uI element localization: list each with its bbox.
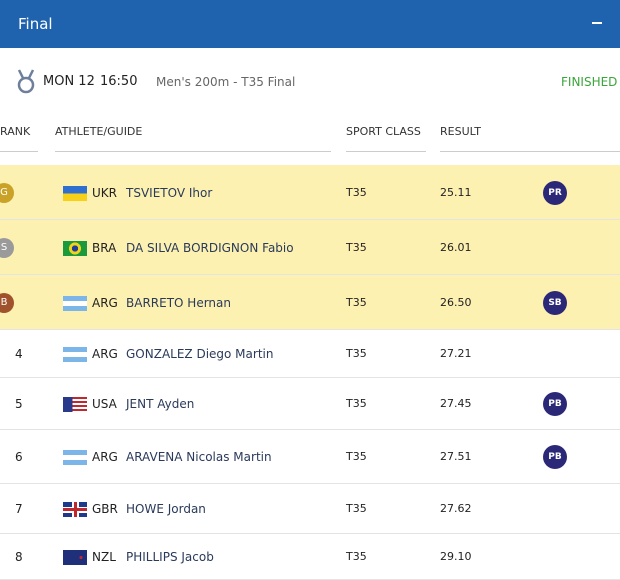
collapse-button[interactable] [592,22,602,24]
column-header: RESULT [440,125,481,138]
result-row[interactable]: 5 USA JENT Ayden T35 27.45 PB [0,378,620,430]
athlete-name[interactable]: BARRETO Hernan [126,295,231,310]
event-day: MON 12 [43,74,95,89]
record-badge: PB [543,392,567,416]
rank: 6 [15,450,23,464]
athlete-name[interactable]: PHILLIPS Jacob [126,550,214,564]
result-row[interactable]: 7 GBR HOWE Jordan T35 27.62 [0,484,620,534]
header-title: Final [18,15,53,33]
event-name: Men's 200m - T35 Final [156,75,296,89]
medal-rank: B [0,292,14,313]
result-row[interactable]: S BRA DA SILVA BORDIGNON Fabio T35 26.01 [0,220,620,275]
column-header: SPORT CLASS [346,125,421,138]
country: ARG [92,450,118,464]
flag [63,295,87,311]
result: 26.01 [440,240,472,254]
result-row[interactable]: 4 ARG GONZALEZ Diego Martin T35 27.21 [0,330,620,378]
athlete-name[interactable]: HOWE Jordan [126,502,206,516]
result: 25.11 [440,185,472,199]
athlete-name[interactable]: DA SILVA BORDIGNON Fabio [126,240,294,255]
result: 26.50 [440,295,472,309]
result-row[interactable]: 8 NZL PHILLIPS Jacob T35 29.10 [0,534,620,580]
header-bar: Final [0,0,620,48]
result-row[interactable]: G UKR TSVIETOV Ihor T35 25.11 PR [0,165,620,220]
sport-class: T35 [346,240,367,254]
medal-icon [17,69,35,94]
flag [63,240,87,256]
column-header: ATHLETE/GUIDE [55,125,143,138]
result-row[interactable]: B ARG BARRETO Hernan T35 26.50 SB [0,275,620,330]
flag [63,550,87,565]
column-rule [0,151,38,152]
event-status: FINISHED [561,75,618,89]
rank: 4 [15,347,23,361]
country: UKR [92,185,117,200]
athlete-name[interactable]: TSVIETOV Ihor [126,185,213,200]
medal-rank: G [0,182,14,203]
flag [63,397,87,412]
rank: 5 [15,397,23,411]
country: BRA [92,240,117,255]
sport-class: T35 [346,397,367,410]
rank: 8 [15,550,23,564]
country: GBR [92,502,118,516]
result: 27.51 [440,450,472,463]
sport-class: T35 [346,347,367,360]
record-badge: PB [543,445,567,469]
result: 27.21 [440,347,472,360]
record-badge: PR [543,180,567,205]
sport-class: T35 [346,502,367,515]
flag [63,450,87,465]
country: ARG [92,295,118,310]
sport-class: T35 [346,185,367,199]
flag [63,502,87,517]
country: USA [92,397,117,411]
athlete-name[interactable]: JENT Ayden [126,397,195,411]
flag [63,347,87,362]
result-row[interactable]: 6 ARG ARAVENA Nicolas Martin T35 27.51 PB [0,430,620,484]
result: 29.10 [440,550,472,563]
medal-rank: S [0,237,14,258]
record-badge: SB [543,290,567,315]
sport-class: T35 [346,450,367,463]
country: ARG [92,347,118,361]
column-header: RANK [0,125,31,138]
result: 27.45 [440,397,472,410]
sport-class: T35 [346,550,367,563]
event-time: 16:50 [100,74,138,89]
column-rule [55,151,331,152]
column-rule [346,151,426,152]
sport-class: T35 [346,295,367,309]
athlete-name[interactable]: GONZALEZ Diego Martin [126,347,274,361]
result: 27.62 [440,502,472,515]
country: NZL [92,550,116,564]
flag [63,185,87,201]
rank: 7 [15,502,23,516]
column-rule [440,151,620,152]
athlete-name[interactable]: ARAVENA Nicolas Martin [126,450,272,464]
